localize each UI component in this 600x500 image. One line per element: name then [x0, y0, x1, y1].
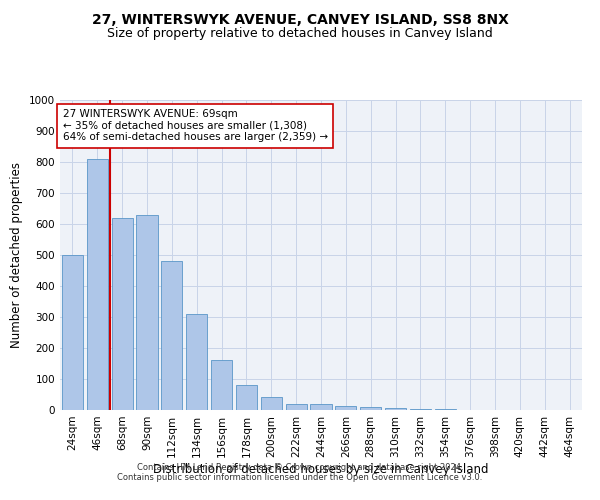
Text: Contains public sector information licensed under the Open Government Licence v3: Contains public sector information licen…: [118, 474, 482, 482]
Text: Size of property relative to detached houses in Canvey Island: Size of property relative to detached ho…: [107, 28, 493, 40]
Bar: [236, 385, 257, 410]
Bar: [410, 409, 431, 410]
Bar: [360, 407, 381, 410]
Y-axis label: Number of detached properties: Number of detached properties: [10, 162, 23, 348]
Bar: [310, 404, 332, 410]
Text: 27, WINTERSWYK AVENUE, CANVEY ISLAND, SS8 8NX: 27, WINTERSWYK AVENUE, CANVEY ISLAND, SS…: [92, 12, 508, 26]
Bar: [136, 214, 158, 410]
Bar: [62, 255, 83, 410]
Bar: [161, 261, 182, 410]
Text: Contains HM Land Registry data © Crown copyright and database right 2024.: Contains HM Land Registry data © Crown c…: [137, 464, 463, 472]
Bar: [211, 360, 232, 410]
X-axis label: Distribution of detached houses by size in Canvey Island: Distribution of detached houses by size …: [153, 462, 489, 475]
Bar: [112, 218, 133, 410]
Bar: [186, 314, 207, 410]
Bar: [286, 404, 307, 410]
Text: 27 WINTERSWYK AVENUE: 69sqm
← 35% of detached houses are smaller (1,308)
64% of : 27 WINTERSWYK AVENUE: 69sqm ← 35% of det…: [62, 110, 328, 142]
Bar: [87, 159, 108, 410]
Bar: [385, 408, 406, 410]
Bar: [335, 406, 356, 410]
Bar: [261, 397, 282, 410]
